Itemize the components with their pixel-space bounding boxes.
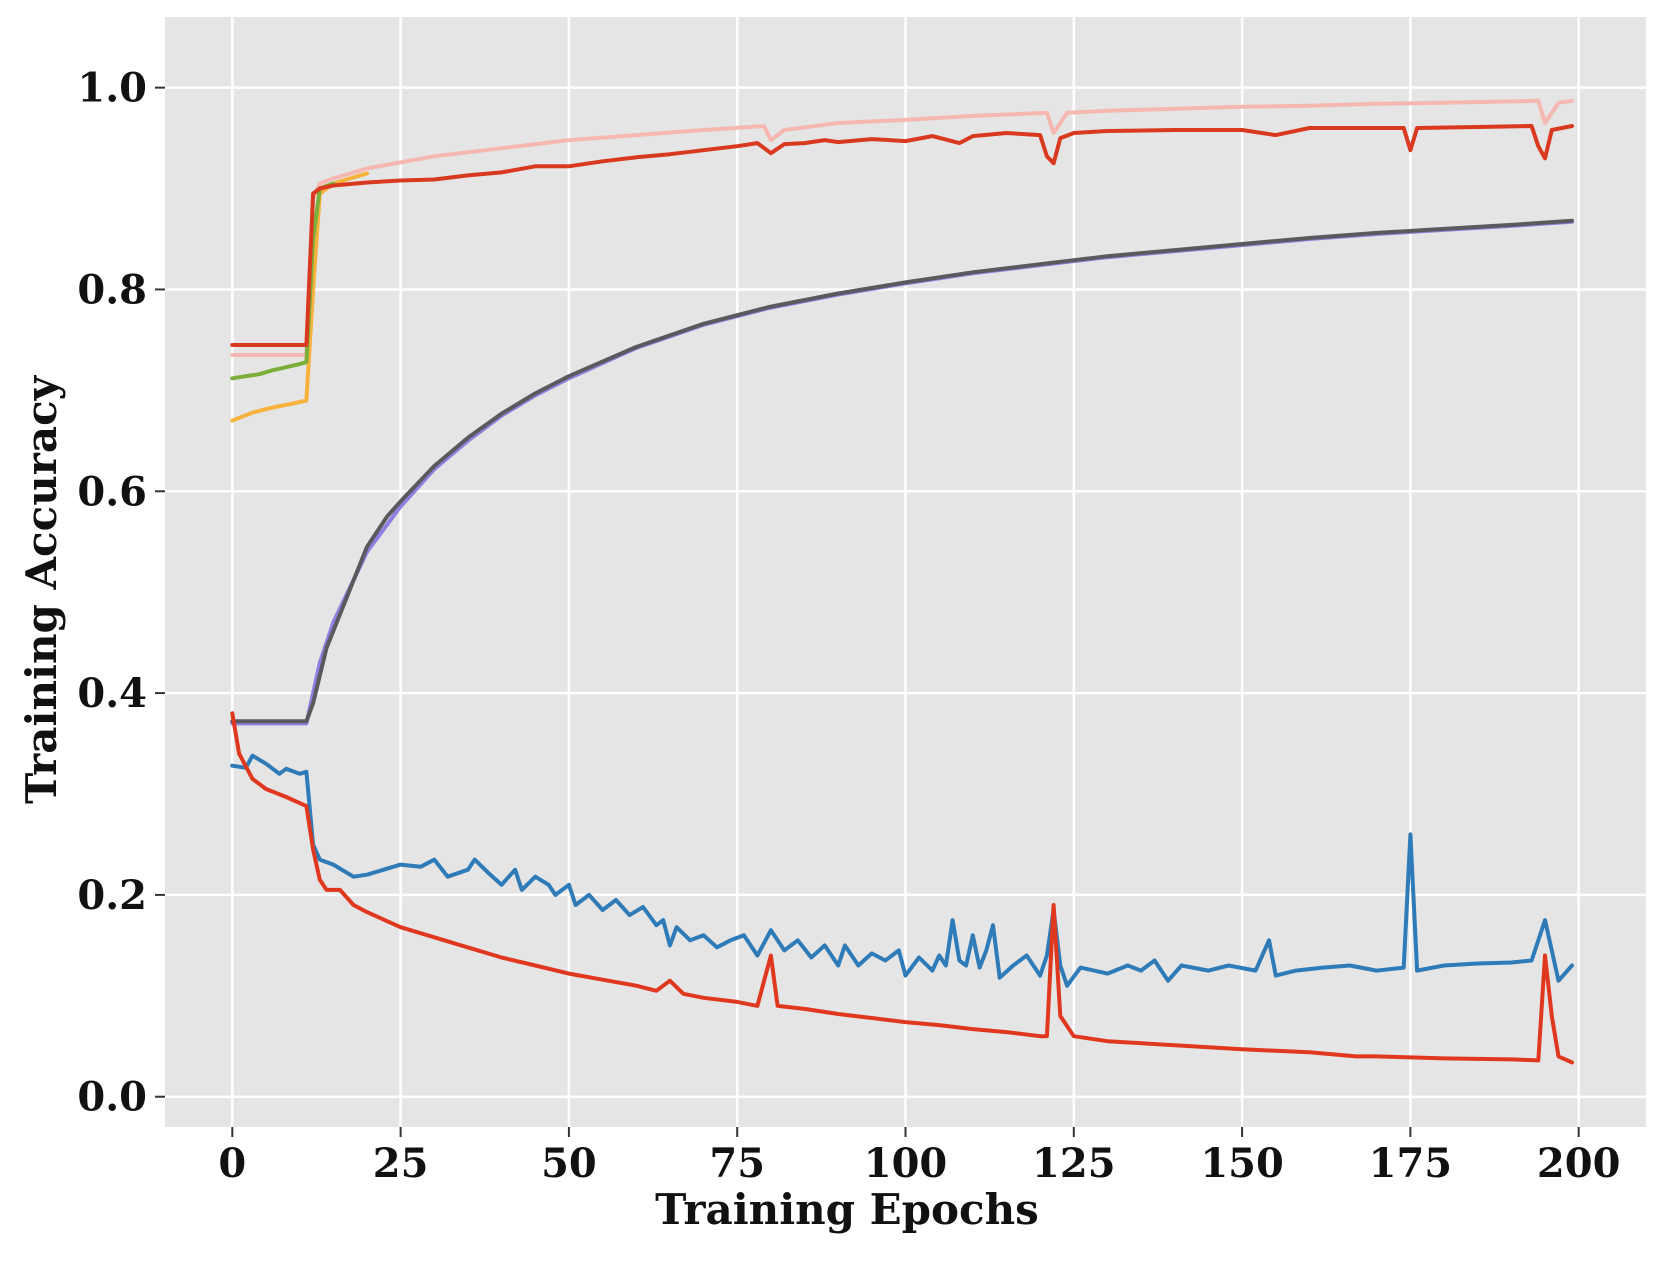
x-tick-label: 100 [864, 1140, 948, 1187]
x-tick-label: 25 [373, 1140, 429, 1187]
x-tick-label: 75 [709, 1140, 765, 1187]
x-tick-label: 0 [218, 1140, 246, 1187]
grid-lines [165, 17, 1646, 1127]
series-line-4 [230, 124, 1574, 347]
x-tick-label: 175 [1369, 1140, 1453, 1187]
y-tick-label: 1.0 [77, 65, 147, 112]
x-tick-label: 200 [1537, 1140, 1621, 1187]
y-axis-title: Training Accuracy [17, 374, 66, 804]
series-line-3 [230, 181, 336, 381]
axis-ticks: 0 25 50 75 100 125 150 175 200 0.0 0.2 0.4 0.6 0.8 1.0 [77, 65, 1620, 1187]
data-series [230, 98, 1574, 1065]
y-tick-label: 0.0 [77, 1074, 147, 1121]
x-tick-label: 125 [1032, 1140, 1116, 1187]
y-tick-label: 0.4 [77, 670, 147, 717]
y-tick-label: 0.2 [77, 872, 147, 919]
series-line-6 [230, 218, 1574, 724]
series-line-7 [230, 753, 1574, 988]
series-line-8 [230, 711, 1574, 1065]
x-axis-title: Training Epochs [655, 1185, 1039, 1234]
series-line-1 [230, 98, 1574, 357]
y-tick-label: 0.8 [77, 266, 147, 313]
y-tick-label: 0.6 [77, 468, 147, 515]
x-tick-label: 50 [541, 1140, 597, 1187]
x-tick-label: 150 [1200, 1140, 1284, 1187]
